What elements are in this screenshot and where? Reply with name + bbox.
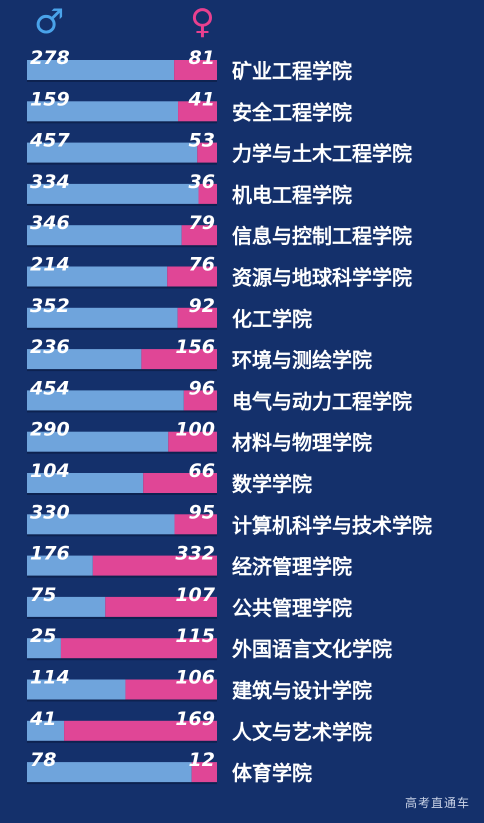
female-bar bbox=[178, 101, 217, 122]
female-bar bbox=[168, 431, 217, 452]
female-bar bbox=[183, 390, 217, 411]
female-count-label: 332 bbox=[175, 543, 215, 565]
female-bar bbox=[177, 307, 217, 328]
female-count-label: 95 bbox=[189, 501, 215, 523]
male-bar bbox=[27, 142, 198, 163]
female-bar bbox=[197, 142, 217, 163]
female-count-label: 81 bbox=[189, 47, 215, 69]
male-bar bbox=[27, 431, 169, 452]
female-bar bbox=[141, 349, 217, 370]
female-bar bbox=[191, 762, 217, 783]
female-bar bbox=[64, 720, 217, 741]
female-symbol-icon: ♀ bbox=[190, 2, 215, 42]
male-bar bbox=[27, 266, 168, 287]
male-count-label: 104 bbox=[30, 460, 70, 482]
male-bar bbox=[27, 555, 93, 576]
male-count-label: 25 bbox=[30, 625, 56, 647]
male-count-label: 457 bbox=[29, 130, 70, 152]
category-label: 安全工程学院 bbox=[232, 100, 352, 124]
female-bar bbox=[181, 225, 217, 246]
male-count-label: 290 bbox=[30, 419, 70, 441]
female-bar bbox=[198, 183, 217, 204]
category-label: 数学学院 bbox=[232, 472, 312, 496]
female-count-label: 106 bbox=[175, 667, 215, 689]
male-count-label: 330 bbox=[30, 501, 70, 523]
female-count-label: 107 bbox=[175, 584, 215, 606]
female-count-label: 12 bbox=[189, 749, 215, 771]
male-bar bbox=[27, 390, 184, 411]
male-bar bbox=[27, 307, 178, 328]
male-count-label: 176 bbox=[30, 543, 70, 565]
male-bar bbox=[27, 349, 142, 370]
male-count-label: 236 bbox=[30, 336, 70, 358]
female-count-label: 156 bbox=[175, 336, 215, 358]
female-count-label: 115 bbox=[175, 625, 215, 647]
male-bar bbox=[27, 638, 61, 659]
male-bar bbox=[27, 183, 199, 204]
category-label: 建筑与设计学院 bbox=[232, 679, 372, 703]
male-count-label: 334 bbox=[30, 171, 70, 193]
category-label: 化工学院 bbox=[232, 307, 312, 331]
male-bar bbox=[27, 473, 144, 493]
male-count-label: 159 bbox=[30, 88, 70, 110]
male-count-label: 114 bbox=[30, 667, 70, 689]
category-label: 信息与控制工程学院 bbox=[232, 224, 412, 248]
male-bar bbox=[27, 514, 175, 535]
male-count-label: 346 bbox=[30, 212, 70, 234]
female-count-label: 41 bbox=[188, 88, 215, 110]
female-count-label: 79 bbox=[189, 212, 215, 234]
category-label: 电气与动力工程学院 bbox=[232, 389, 412, 413]
female-bar bbox=[125, 679, 217, 700]
male-bar bbox=[27, 596, 106, 617]
female-bar bbox=[174, 60, 217, 80]
male-bar bbox=[27, 60, 175, 80]
female-count-label: 169 bbox=[175, 708, 215, 730]
female-bar bbox=[92, 555, 217, 576]
female-count-label: 36 bbox=[189, 171, 215, 193]
category-label: 外国语言文化学院 bbox=[232, 637, 392, 661]
male-count-label: 78 bbox=[30, 749, 56, 771]
female-count-label: 96 bbox=[189, 377, 215, 399]
male-count-label: 278 bbox=[30, 47, 70, 69]
female-bar bbox=[167, 266, 217, 287]
category-label: 公共管理学院 bbox=[232, 596, 352, 620]
female-bar bbox=[143, 473, 217, 493]
category-label: 经济管理学院 bbox=[232, 555, 352, 579]
category-label: 机电工程学院 bbox=[232, 183, 352, 207]
female-bar bbox=[174, 514, 217, 535]
female-count-label: 66 bbox=[189, 460, 215, 482]
male-bar bbox=[27, 762, 192, 783]
female-bar bbox=[105, 596, 217, 617]
male-symbol-icon: ♂ bbox=[34, 2, 65, 42]
male-bar bbox=[27, 101, 179, 122]
male-bar bbox=[27, 720, 65, 741]
female-bar bbox=[60, 638, 217, 659]
category-label: 计算机科学与技术学院 bbox=[232, 513, 432, 537]
female-count-label: 53 bbox=[189, 130, 215, 152]
male-bar bbox=[27, 225, 182, 246]
category-label: 力学与土木工程学院 bbox=[232, 142, 412, 166]
male-count-label: 214 bbox=[30, 254, 70, 276]
male-count-label: 75 bbox=[30, 584, 56, 606]
category-label: 矿业工程学院 bbox=[232, 59, 352, 83]
category-label: 体育学院 bbox=[232, 761, 312, 785]
male-count-label: 41 bbox=[29, 708, 56, 730]
category-label: 人文与艺术学院 bbox=[232, 720, 372, 744]
female-count-label: 92 bbox=[189, 295, 215, 317]
category-label: 材料与物理学院 bbox=[232, 431, 372, 455]
category-label: 环境与测绘学院 bbox=[232, 348, 372, 372]
male-count-label: 352 bbox=[30, 295, 70, 317]
male-count-label: 454 bbox=[29, 377, 70, 399]
male-bar bbox=[27, 679, 126, 700]
category-label: 资源与地球科学学院 bbox=[232, 266, 412, 290]
female-count-label: 100 bbox=[175, 419, 215, 441]
watermark: 高考直通车 bbox=[404, 796, 470, 810]
female-count-label: 76 bbox=[189, 254, 215, 276]
